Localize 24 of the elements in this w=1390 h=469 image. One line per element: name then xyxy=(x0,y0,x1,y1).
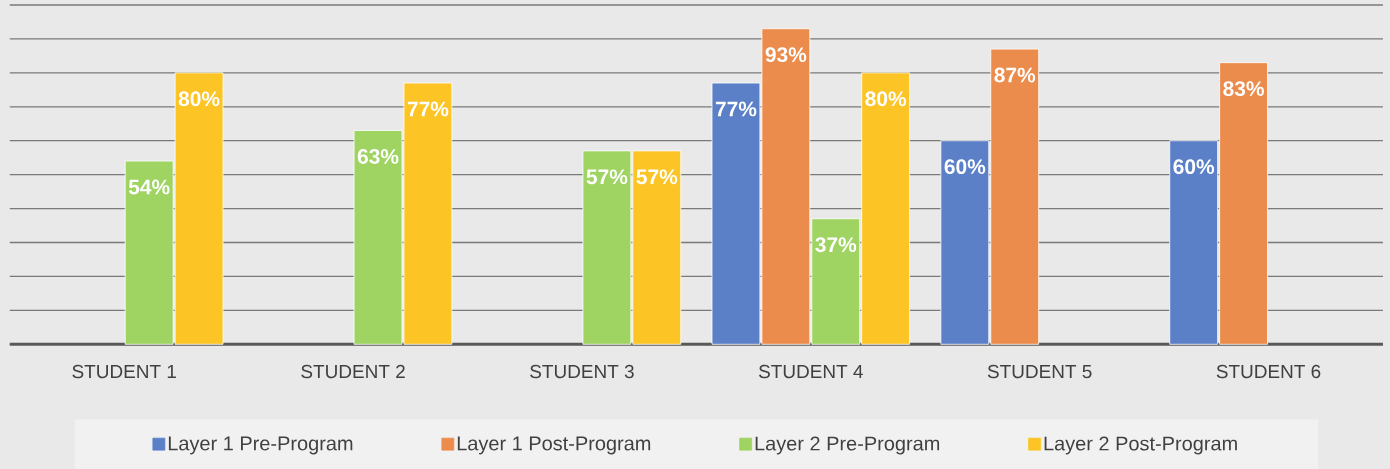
x-tick-label: STUDENT 2 xyxy=(301,364,405,379)
data-label: 54% xyxy=(128,179,170,195)
x-tick-label: STUDENT 3 xyxy=(530,364,634,379)
x-tick-label: STUDENT 1 xyxy=(72,364,176,379)
data-label: 87% xyxy=(994,67,1036,83)
data-label: 77% xyxy=(407,101,449,117)
legend-label: Layer 1 Post-Program xyxy=(457,436,651,455)
data-label: 93% xyxy=(765,47,807,63)
x-tick-label: STUDENT 4 xyxy=(758,364,863,379)
data-label: 60% xyxy=(944,159,986,175)
x-tick-label: STUDENT 6 xyxy=(1216,364,1321,379)
data-label: 63% xyxy=(357,149,399,164)
legend-label: Layer 1 Pre-Program xyxy=(168,436,353,455)
x-tick-label: STUDENT 5 xyxy=(987,364,1092,379)
data-label: 80% xyxy=(178,91,220,107)
data-label: 57% xyxy=(636,169,678,185)
data-label: 57% xyxy=(586,169,628,185)
data-label: 80% xyxy=(865,91,907,107)
legend-label: Layer 2 Post-Program xyxy=(1044,436,1237,455)
data-label: 83% xyxy=(1223,81,1264,97)
data-label: 37% xyxy=(815,237,857,253)
data-label: 60% xyxy=(1173,159,1215,175)
legend-label: Layer 2 Pre-Program xyxy=(755,436,940,455)
data-label: 77% xyxy=(715,101,757,117)
